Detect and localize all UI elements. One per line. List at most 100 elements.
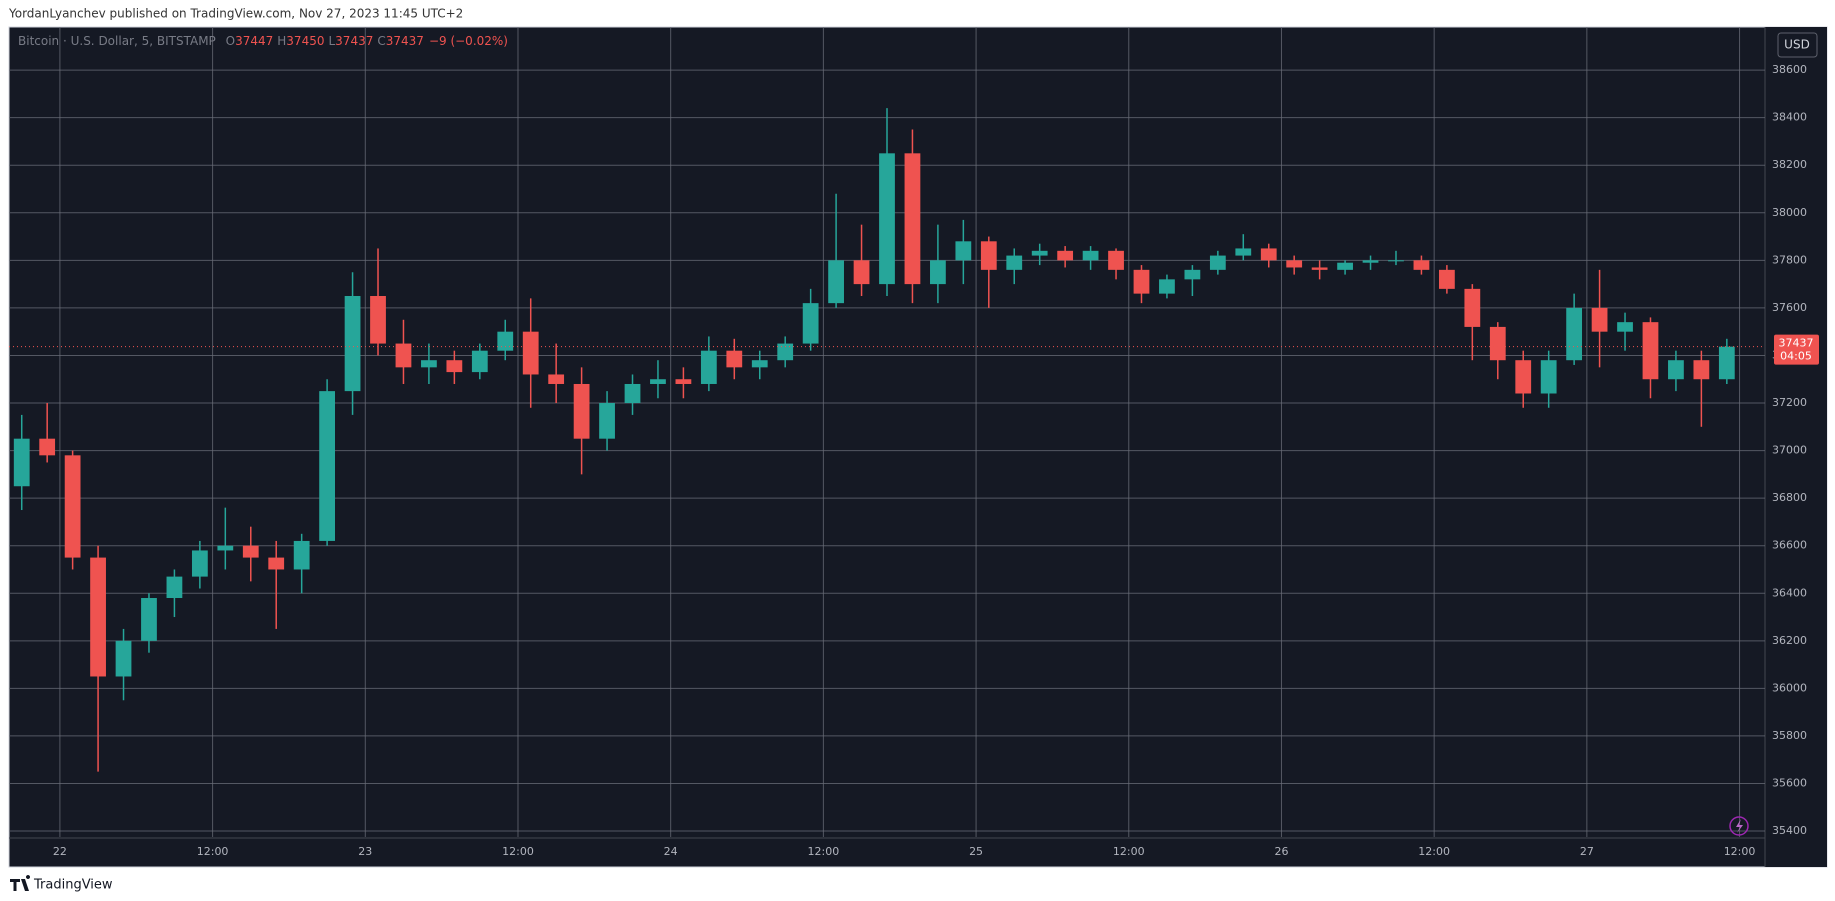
legend-value: 37450	[286, 34, 324, 48]
legend-value: 37437	[335, 34, 373, 48]
y-tick-label: 36000	[1772, 681, 1807, 694]
candle-body	[904, 153, 921, 285]
x-tick-label: 25	[969, 845, 983, 858]
footer: TradingView	[33, 878, 113, 893]
candle-body	[166, 576, 183, 599]
candle-body	[191, 550, 208, 577]
candle-body	[344, 296, 361, 392]
candle-body	[1388, 260, 1404, 262]
candle-body	[1693, 360, 1710, 380]
candle-body	[828, 260, 844, 304]
countdown: 04:05	[1780, 350, 1812, 363]
y-tick-label: 36400	[1772, 586, 1807, 599]
candle-body	[217, 545, 234, 551]
y-tick-label: 35400	[1772, 824, 1807, 837]
candle-body	[115, 640, 132, 677]
candle-body	[1515, 360, 1532, 394]
candle-body	[1642, 322, 1659, 380]
legend-label: H	[277, 34, 286, 48]
candle-body	[1209, 255, 1226, 270]
symbol: Bitcoin · U.S. Dollar, 5, BITSTAMP	[18, 34, 216, 48]
y-tick-label: 36800	[1772, 491, 1807, 504]
candle-body	[446, 360, 463, 373]
candle-body	[268, 557, 285, 570]
y-tick-label: 36600	[1772, 539, 1807, 552]
lightning-icon[interactable]	[1729, 816, 1749, 836]
candle-body	[879, 153, 895, 285]
candle-body	[13, 438, 30, 487]
candle-body	[548, 374, 565, 384]
candle-body	[1260, 248, 1277, 261]
candle-body	[293, 540, 310, 570]
y-tick-label: 38400	[1772, 111, 1807, 124]
x-tick-label: 12:00	[1418, 845, 1450, 858]
x-tick-label: 12:00	[1113, 845, 1145, 858]
candle-body	[1184, 269, 1201, 280]
candle-body	[675, 379, 692, 384]
x-tick-label: 12:00	[197, 845, 229, 858]
candle-body	[1337, 262, 1353, 270]
candle-body	[1362, 260, 1379, 263]
candle-body	[1540, 360, 1557, 394]
y-tick-label: 37000	[1772, 444, 1807, 457]
legend-label: C	[377, 34, 385, 48]
candle-body	[1108, 250, 1124, 270]
candle-body	[853, 260, 870, 285]
candle-body	[573, 383, 590, 439]
candle-body	[700, 350, 717, 384]
y-tick-label: 35800	[1772, 729, 1807, 742]
candle-body	[319, 391, 336, 541]
y-tick-label: 35600	[1772, 776, 1807, 789]
legend-label: L	[328, 34, 335, 48]
price-axis	[1765, 27, 1827, 867]
candle-body	[64, 455, 81, 558]
candle-body	[242, 545, 259, 558]
y-tick-label: 37800	[1772, 253, 1807, 266]
currency-button[interactable]	[1777, 32, 1818, 58]
legend-value: 37447	[235, 34, 273, 48]
header: YordanLyanchev published on TradingView.…	[8, 7, 463, 21]
candle-body	[1311, 267, 1328, 270]
x-tick-label: 27	[1580, 845, 1594, 858]
candle-body	[599, 403, 615, 439]
legend: Bitcoin · U.S. Dollar, 5, BITSTAMP O3744…	[18, 34, 508, 48]
candle-body	[1718, 346, 1735, 380]
candle-body	[141, 598, 157, 641]
grid: 35400 35600 35800 36000 36200 36400 36600 36800…	[9, 27, 1807, 858]
candle-body	[1006, 255, 1023, 270]
candle-body	[1668, 360, 1684, 380]
currency[interactable]: USD	[1784, 38, 1810, 52]
y-tick-label: 38600	[1772, 63, 1807, 76]
candle-body	[471, 350, 488, 373]
price-label-box	[1774, 334, 1819, 365]
candle-body	[421, 360, 437, 368]
candle-body	[497, 331, 514, 351]
candle-body	[777, 343, 794, 361]
legend-change: −9 (−0.02%)	[429, 34, 508, 48]
legend-value: 37437	[386, 34, 424, 48]
candle-body	[650, 379, 666, 384]
x-tick-label: 24	[664, 845, 678, 858]
candle-body	[1617, 322, 1633, 332]
candle-body	[1591, 307, 1608, 332]
y-tick-label: 38000	[1772, 206, 1807, 219]
x-tick-label: 12:00	[502, 845, 534, 858]
candle-body	[1489, 326, 1506, 361]
candle-body	[1057, 250, 1074, 261]
candle-body	[90, 557, 106, 677]
candle-body	[39, 438, 56, 456]
candle-body	[1566, 307, 1583, 361]
y-tick-label: 36200	[1772, 634, 1807, 647]
candle-body	[726, 350, 743, 368]
candle-body	[1235, 248, 1252, 256]
candle-body	[522, 331, 539, 375]
y-tick-label: 37200	[1772, 396, 1807, 409]
x-tick-label: 26	[1274, 845, 1288, 858]
candles	[13, 108, 1735, 772]
candle-body	[1464, 288, 1481, 327]
x-tick-label: 12:00	[808, 845, 840, 858]
x-tick-label: 12:00	[1724, 845, 1756, 858]
